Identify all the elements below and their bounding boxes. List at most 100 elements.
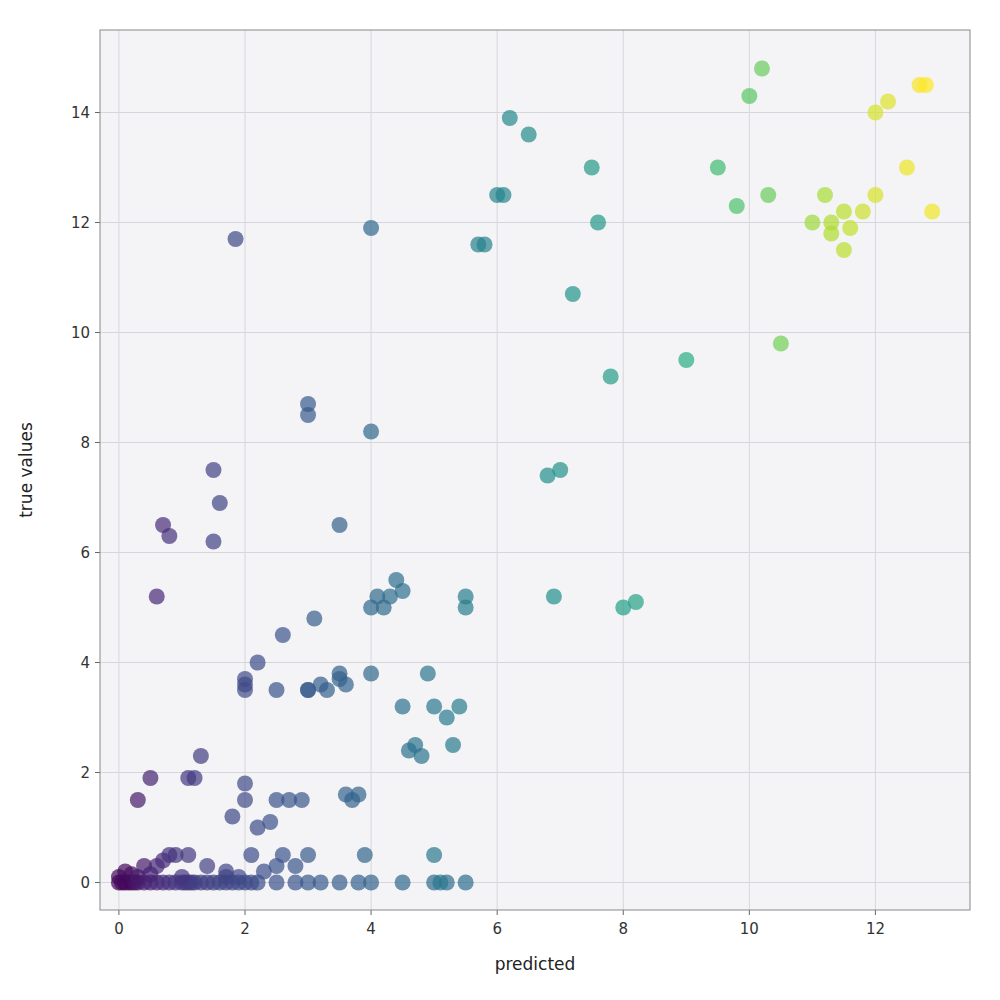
- tick-label-x: 4: [366, 920, 376, 938]
- tick-y: [95, 112, 100, 113]
- point: [262, 814, 278, 830]
- point: [855, 204, 871, 220]
- point: [363, 875, 379, 891]
- grid-line-y: [100, 662, 970, 663]
- point: [502, 110, 518, 126]
- tick-label-x: 8: [618, 920, 628, 938]
- point: [924, 204, 940, 220]
- tick-y: [95, 442, 100, 443]
- grid-line-y: [100, 442, 970, 443]
- tick-label-y: 2: [80, 764, 90, 782]
- axes: 02468101202468101214: [71, 104, 885, 939]
- point: [142, 770, 158, 786]
- point: [760, 187, 776, 203]
- tick-x: [371, 910, 372, 915]
- tick-x: [749, 910, 750, 915]
- point: [628, 594, 644, 610]
- tick-label-y: 6: [80, 544, 90, 562]
- point: [224, 809, 240, 825]
- point: [174, 869, 190, 885]
- grid-line-x: [623, 30, 624, 910]
- point: [300, 407, 316, 423]
- tick-x: [875, 910, 876, 915]
- plot-area: [100, 30, 970, 910]
- tick-y: [95, 222, 100, 223]
- point: [451, 699, 467, 715]
- point: [552, 462, 568, 478]
- point: [477, 237, 493, 253]
- tick-label-y: 10: [71, 324, 90, 342]
- point: [836, 204, 852, 220]
- point: [237, 671, 253, 687]
- point: [319, 682, 335, 698]
- point: [363, 666, 379, 682]
- point: [432, 875, 448, 891]
- tick-y: [95, 332, 100, 333]
- grid-line-x: [497, 30, 498, 910]
- point: [237, 792, 253, 808]
- point: [332, 517, 348, 533]
- point: [357, 847, 373, 863]
- point: [300, 847, 316, 863]
- tick-x: [245, 910, 246, 915]
- point: [338, 677, 354, 693]
- tick-label-x: 0: [114, 920, 124, 938]
- point: [458, 875, 474, 891]
- tick-label-x: 10: [740, 920, 759, 938]
- point: [269, 875, 285, 891]
- tick-y: [95, 662, 100, 663]
- point: [546, 589, 562, 605]
- point: [149, 589, 165, 605]
- point: [205, 534, 221, 550]
- point: [161, 528, 177, 544]
- point: [275, 847, 291, 863]
- point: [332, 875, 348, 891]
- grid-line-y: [100, 112, 970, 113]
- point: [395, 875, 411, 891]
- point: [205, 462, 221, 478]
- tick-label-y: 14: [71, 104, 90, 122]
- plot-frame: [100, 30, 970, 910]
- point: [237, 776, 253, 792]
- grid-line-y: [100, 222, 970, 223]
- grid-line-x: [875, 30, 876, 910]
- point: [313, 875, 329, 891]
- tick-label-x: 12: [866, 920, 885, 938]
- point: [193, 748, 209, 764]
- tick-label-y: 0: [80, 874, 90, 892]
- point: [584, 160, 600, 176]
- point: [187, 770, 203, 786]
- point: [823, 226, 839, 242]
- point: [287, 858, 303, 874]
- points: [111, 61, 940, 891]
- x-axis-label: predicted: [495, 954, 576, 974]
- grid-line-x: [118, 30, 119, 910]
- tick-y: [95, 552, 100, 553]
- tick-x: [497, 910, 498, 915]
- point: [414, 748, 430, 764]
- point: [899, 160, 915, 176]
- point: [439, 710, 455, 726]
- point: [804, 215, 820, 231]
- point: [565, 286, 581, 302]
- tick-label-x: 2: [240, 920, 250, 938]
- grid-line-y: [100, 772, 970, 773]
- tick-label-y: 12: [71, 214, 90, 232]
- point: [231, 869, 247, 885]
- grid-line-y: [100, 552, 970, 553]
- point: [426, 699, 442, 715]
- point: [294, 792, 310, 808]
- point: [754, 61, 770, 77]
- tick-x: [623, 910, 624, 915]
- point: [741, 88, 757, 104]
- point: [180, 847, 196, 863]
- point: [212, 495, 228, 511]
- point: [678, 352, 694, 368]
- point: [867, 187, 883, 203]
- point: [243, 847, 259, 863]
- grid-line-y: [100, 332, 970, 333]
- tick-label-x: 6: [492, 920, 502, 938]
- point: [228, 231, 244, 247]
- point: [603, 369, 619, 385]
- grid: [100, 30, 970, 910]
